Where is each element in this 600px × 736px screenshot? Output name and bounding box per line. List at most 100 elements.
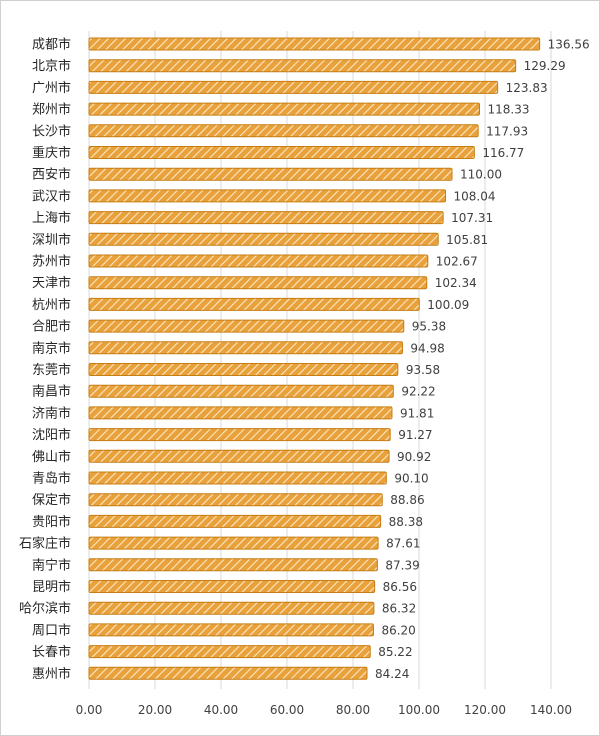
category-label: 佛山市 xyxy=(32,449,71,465)
category-label: 合肥市 xyxy=(32,319,71,335)
value-label: 107.31 xyxy=(451,211,493,225)
bar xyxy=(88,124,479,138)
x-tick-label: 80.00 xyxy=(336,703,370,717)
category-label: 贵阳市 xyxy=(32,514,71,530)
bar xyxy=(88,645,371,659)
category-label: 苏州市 xyxy=(32,254,71,270)
value-label: 95.38 xyxy=(412,320,446,334)
value-label: 85.22 xyxy=(378,645,412,659)
category-label: 周口市 xyxy=(32,622,71,638)
value-label: 86.20 xyxy=(381,623,415,637)
bar xyxy=(88,601,375,615)
category-label: 深圳市 xyxy=(32,232,71,248)
bar xyxy=(88,80,499,94)
bar xyxy=(88,189,447,203)
category-label: 东莞市 xyxy=(32,362,71,378)
category-label: 济南市 xyxy=(32,405,71,421)
value-label: 105.81 xyxy=(446,233,488,247)
category-label: 北京市 xyxy=(32,58,71,74)
value-label: 102.67 xyxy=(436,255,478,269)
bar xyxy=(88,102,480,116)
category-label: 长沙市 xyxy=(32,123,71,139)
value-label: 86.32 xyxy=(382,602,416,616)
value-label: 90.10 xyxy=(394,472,428,486)
bars xyxy=(88,37,541,680)
category-label: 昆明市 xyxy=(32,579,71,595)
bar xyxy=(88,406,393,420)
category-label: 西安市 xyxy=(32,167,71,183)
category-label: 杭州市 xyxy=(32,297,71,313)
x-tick-label: 40.00 xyxy=(204,703,238,717)
category-label: 长春市 xyxy=(32,644,71,660)
value-label: 100.09 xyxy=(427,298,469,312)
category-label: 南昌市 xyxy=(32,384,71,400)
value-label: 102.34 xyxy=(435,276,477,290)
category-label: 上海市 xyxy=(32,210,71,226)
value-label: 116.77 xyxy=(482,146,524,160)
value-label: 91.81 xyxy=(400,406,434,420)
value-label: 88.86 xyxy=(390,493,424,507)
value-label: 87.39 xyxy=(385,558,419,572)
bar xyxy=(88,558,378,572)
category-label: 天津市 xyxy=(32,275,71,291)
x-tick-label: 140.00 xyxy=(530,703,572,717)
bar xyxy=(88,363,399,376)
bar xyxy=(88,276,428,290)
bar xyxy=(88,428,391,442)
bar xyxy=(88,297,420,311)
x-tick-label: 60.00 xyxy=(270,703,304,717)
value-label: 90.92 xyxy=(397,450,431,464)
bar xyxy=(88,146,475,159)
value-label: 117.93 xyxy=(486,124,528,138)
category-labels: 成都市北京市广州市郑州市长沙市重庆市西安市武汉市上海市深圳市苏州市天津市杭州市合… xyxy=(19,37,71,682)
bar xyxy=(88,319,405,333)
x-tick-label: 120.00 xyxy=(464,703,506,717)
value-label: 86.56 xyxy=(383,580,417,594)
bar xyxy=(88,59,517,73)
category-label: 南宁市 xyxy=(32,557,71,573)
bar xyxy=(88,449,390,463)
value-label: 123.83 xyxy=(506,81,548,95)
bar xyxy=(88,623,374,637)
x-axis-tick-labels: 0.00 20.00 40.00 60.00 80.00 100.00 120.00 140.… xyxy=(76,703,572,717)
bar xyxy=(88,666,368,680)
bar xyxy=(88,341,403,355)
value-label: 136.56 xyxy=(548,38,590,52)
category-label: 重庆市 xyxy=(32,145,71,161)
value-label: 84.24 xyxy=(375,667,409,681)
value-label: 93.58 xyxy=(406,363,440,377)
bar xyxy=(88,384,394,398)
bar xyxy=(88,232,439,246)
bar xyxy=(88,167,453,181)
bar xyxy=(88,536,379,550)
bar xyxy=(88,493,383,507)
value-label: 108.04 xyxy=(454,189,496,203)
category-label: 沈阳市 xyxy=(32,427,71,443)
bar xyxy=(88,254,429,268)
value-label: 129.29 xyxy=(524,59,566,73)
category-label: 郑州市 xyxy=(32,102,71,118)
value-label: 94.98 xyxy=(410,341,444,355)
category-label: 武汉市 xyxy=(32,188,71,204)
category-label: 南京市 xyxy=(32,340,71,356)
value-label: 87.61 xyxy=(386,537,420,551)
category-label: 青岛市 xyxy=(32,471,71,487)
value-label: 88.38 xyxy=(389,515,423,529)
x-tick-label: 100.00 xyxy=(398,703,440,717)
category-label: 惠州市 xyxy=(32,666,71,682)
x-tick-label: 20.00 xyxy=(138,703,172,717)
bar xyxy=(88,37,541,51)
x-tick-label: 0.00 xyxy=(76,703,103,717)
value-labels: 136.56 129.29 123.83 118.33 117.93 116.77 110.… xyxy=(375,38,590,681)
bar xyxy=(88,211,444,225)
category-label: 石家庄市 xyxy=(19,536,71,552)
category-label: 成都市 xyxy=(32,37,71,53)
value-label: 91.27 xyxy=(398,428,432,442)
category-label: 哈尔滨市 xyxy=(19,601,71,617)
category-label: 广州市 xyxy=(32,80,71,96)
category-label: 保定市 xyxy=(32,492,71,508)
gridlines xyxy=(88,31,552,689)
bar xyxy=(88,580,376,593)
bar xyxy=(88,514,382,528)
